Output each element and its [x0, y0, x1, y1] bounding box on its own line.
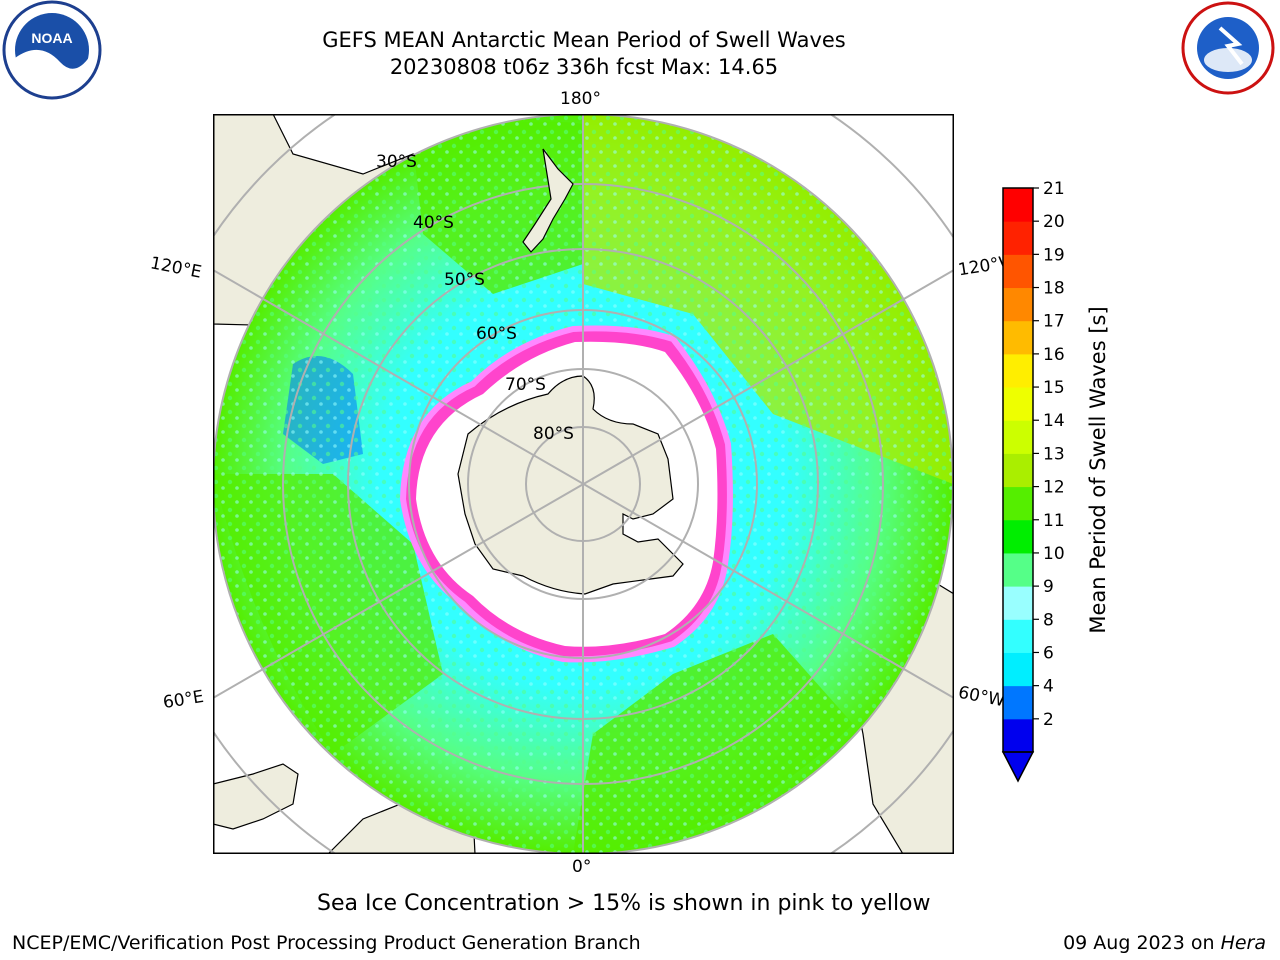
colorbar-swatch [1003, 188, 1033, 222]
colorbar-label: Mean Period of Swell Waves [s] [1086, 306, 1110, 634]
colorbar-tick-label: 18 [1043, 279, 1065, 299]
sea-ice-note: Sea Ice Concentration > 15% is shown in … [317, 891, 931, 916]
lon-label-60e: 60°E [161, 686, 206, 714]
colorbar-tick-label: 12 [1043, 478, 1065, 498]
colorbar-tick-label: 17 [1043, 312, 1065, 332]
colorbar-swatch [1003, 586, 1033, 620]
noaa-logo: NOAA [0, 0, 105, 100]
colorbar-tick-label: 11 [1043, 511, 1065, 531]
run-date-text: 09 Aug 2023 on [1063, 932, 1221, 954]
colorbar: 21 20 19 18 17 16 15 14 13 12 11 10 9 8 6 4 2 [1001, 180, 1065, 783]
run-date: 09 Aug 2023 on Hera [1063, 932, 1266, 954]
lat-label-60s: 60°S [476, 324, 517, 344]
colorbar-swatch [1003, 353, 1033, 388]
nws-logo [1180, 0, 1280, 100]
host-name: Hera [1220, 932, 1266, 954]
colorbar-swatch [1003, 619, 1033, 653]
colorbar-tick-label: 21 [1043, 180, 1065, 199]
colorbar-extend-arrow [1001, 751, 1035, 783]
chart-subtitle: 20230808 t06z 336h fcst Max: 14.65 [389, 55, 779, 79]
colorbar-tick-label: 8 [1043, 610, 1054, 630]
antarctica-land [457, 375, 684, 595]
new-zealand-land [522, 148, 574, 253]
colorbar-tick-label: 15 [1043, 378, 1065, 398]
colorbar-swatch [1003, 320, 1033, 355]
colorbar-tick-label: 9 [1043, 577, 1054, 597]
colorbar-tick-label: 10 [1043, 544, 1065, 564]
colorbar-tick-label: 19 [1043, 245, 1065, 265]
polar-map [212, 113, 955, 855]
colorbar-tick-label: 20 [1043, 212, 1065, 232]
colorbar-tick-label: 16 [1043, 345, 1065, 365]
colorbar-tick-label: 6 [1043, 643, 1054, 663]
colorbar-swatch [1003, 221, 1033, 255]
lat-label-70s: 70°S [505, 375, 546, 395]
colorbar-swatch [1003, 287, 1033, 322]
lat-label-40s: 40°S [413, 213, 454, 233]
lat-label-50s: 50°S [444, 270, 485, 290]
colorbar-swatch [1003, 718, 1033, 753]
colorbar-swatch [1003, 387, 1033, 421]
svg-text:NOAA: NOAA [31, 30, 72, 46]
lat-label-30s: 30°S [376, 152, 417, 172]
colorbar-swatch [1003, 519, 1033, 554]
colorbar-swatch [1003, 254, 1033, 289]
lon-label-bottom: 0° [572, 857, 592, 877]
colorbar-tick-label: 2 [1043, 710, 1054, 730]
colorbar-swatch [1003, 652, 1033, 687]
colorbar-swatch [1003, 420, 1033, 454]
producer-credit: NCEP/EMC/Verification Post Processing Pr… [12, 932, 641, 954]
lon-label-120e: 120°E [148, 253, 204, 283]
colorbar-tick-label: 13 [1043, 444, 1065, 464]
colorbar-swatch [1003, 552, 1033, 587]
lon-label-top: 180° [560, 89, 601, 109]
map-border [212, 113, 955, 855]
colorbar-swatch [1003, 685, 1033, 720]
colorbar-tick-label: 14 [1043, 411, 1065, 431]
colorbar-swatch [1003, 486, 1033, 521]
chart-title: GEFS MEAN Antarctic Mean Period of Swell… [322, 28, 846, 52]
colorbar-swatch [1003, 453, 1033, 488]
colorbar-tick-label: 4 [1043, 677, 1054, 697]
lat-label-80s: 80°S [533, 424, 574, 444]
